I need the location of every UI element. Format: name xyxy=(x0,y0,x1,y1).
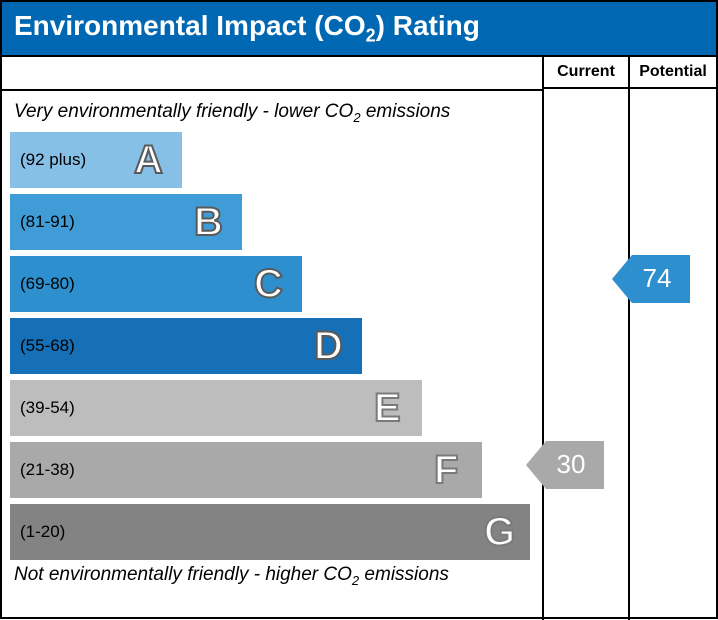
arrow-triangle-icon xyxy=(612,255,632,303)
band-a: (92 plus) A xyxy=(10,132,182,188)
potential-column: Potential 74 xyxy=(630,57,716,620)
band-letter: D xyxy=(314,324,343,369)
current-header: Current xyxy=(544,57,628,89)
current-column: Current 30 xyxy=(544,57,630,620)
potential-arrow: 74 xyxy=(612,255,690,303)
caption-bottom: Not environmentally friendly - higher CO… xyxy=(10,560,534,592)
caption-top-post: emissions xyxy=(361,101,451,122)
bands-column: Very environmentally friendly - lower CO… xyxy=(2,57,544,620)
potential-value: 74 xyxy=(632,255,690,303)
band-range: (81-91) xyxy=(10,212,75,232)
main-header-spacer xyxy=(2,57,542,91)
band-b: (81-91) B xyxy=(10,194,242,250)
arrow-triangle-icon xyxy=(526,441,546,489)
band-c: (69-80) C xyxy=(10,256,302,312)
current-body: 30 xyxy=(544,89,628,618)
band-letter: C xyxy=(254,262,283,307)
current-arrow: 30 xyxy=(526,441,604,489)
band-letter: B xyxy=(194,200,223,245)
band-letter: G xyxy=(484,510,515,555)
band-range: (69-80) xyxy=(10,274,75,294)
title-sub: 2 xyxy=(366,26,376,46)
caption-top-sub: 2 xyxy=(353,109,360,124)
band-range: (1-20) xyxy=(10,522,65,542)
band-d: (55-68) D xyxy=(10,318,362,374)
band-range: (55-68) xyxy=(10,336,75,356)
potential-header: Potential xyxy=(630,57,716,89)
caption-top-pre: Very environmentally friendly - lower CO xyxy=(14,101,353,122)
columns: Very environmentally friendly - lower CO… xyxy=(2,57,716,620)
epc-rating-chart: Environmental Impact (CO2) Rating Very e… xyxy=(0,0,718,619)
bands-container: (92 plus) A (81-91) B (69-80) C (55-68) D (39-54… xyxy=(10,132,534,560)
current-value: 30 xyxy=(546,441,604,489)
band-letter: A xyxy=(134,138,163,183)
band-letter: F xyxy=(434,448,458,493)
title-text-post: ) Rating xyxy=(376,10,480,41)
band-range: (92 plus) xyxy=(10,150,86,170)
band-range: (21-38) xyxy=(10,460,75,480)
potential-body: 74 xyxy=(630,89,716,618)
band-e: (39-54) E xyxy=(10,380,422,436)
band-range: (39-54) xyxy=(10,398,75,418)
caption-bottom-pre: Not environmentally friendly - higher CO xyxy=(14,564,352,585)
band-letter: E xyxy=(374,386,401,431)
band-g: (1-20) G xyxy=(10,504,530,560)
chart-title: Environmental Impact (CO2) Rating xyxy=(2,2,716,57)
caption-bottom-post: emissions xyxy=(359,564,449,585)
band-f: (21-38) F xyxy=(10,442,482,498)
title-text-pre: Environmental Impact (CO xyxy=(14,10,366,41)
caption-top: Very environmentally friendly - lower CO… xyxy=(10,97,534,129)
